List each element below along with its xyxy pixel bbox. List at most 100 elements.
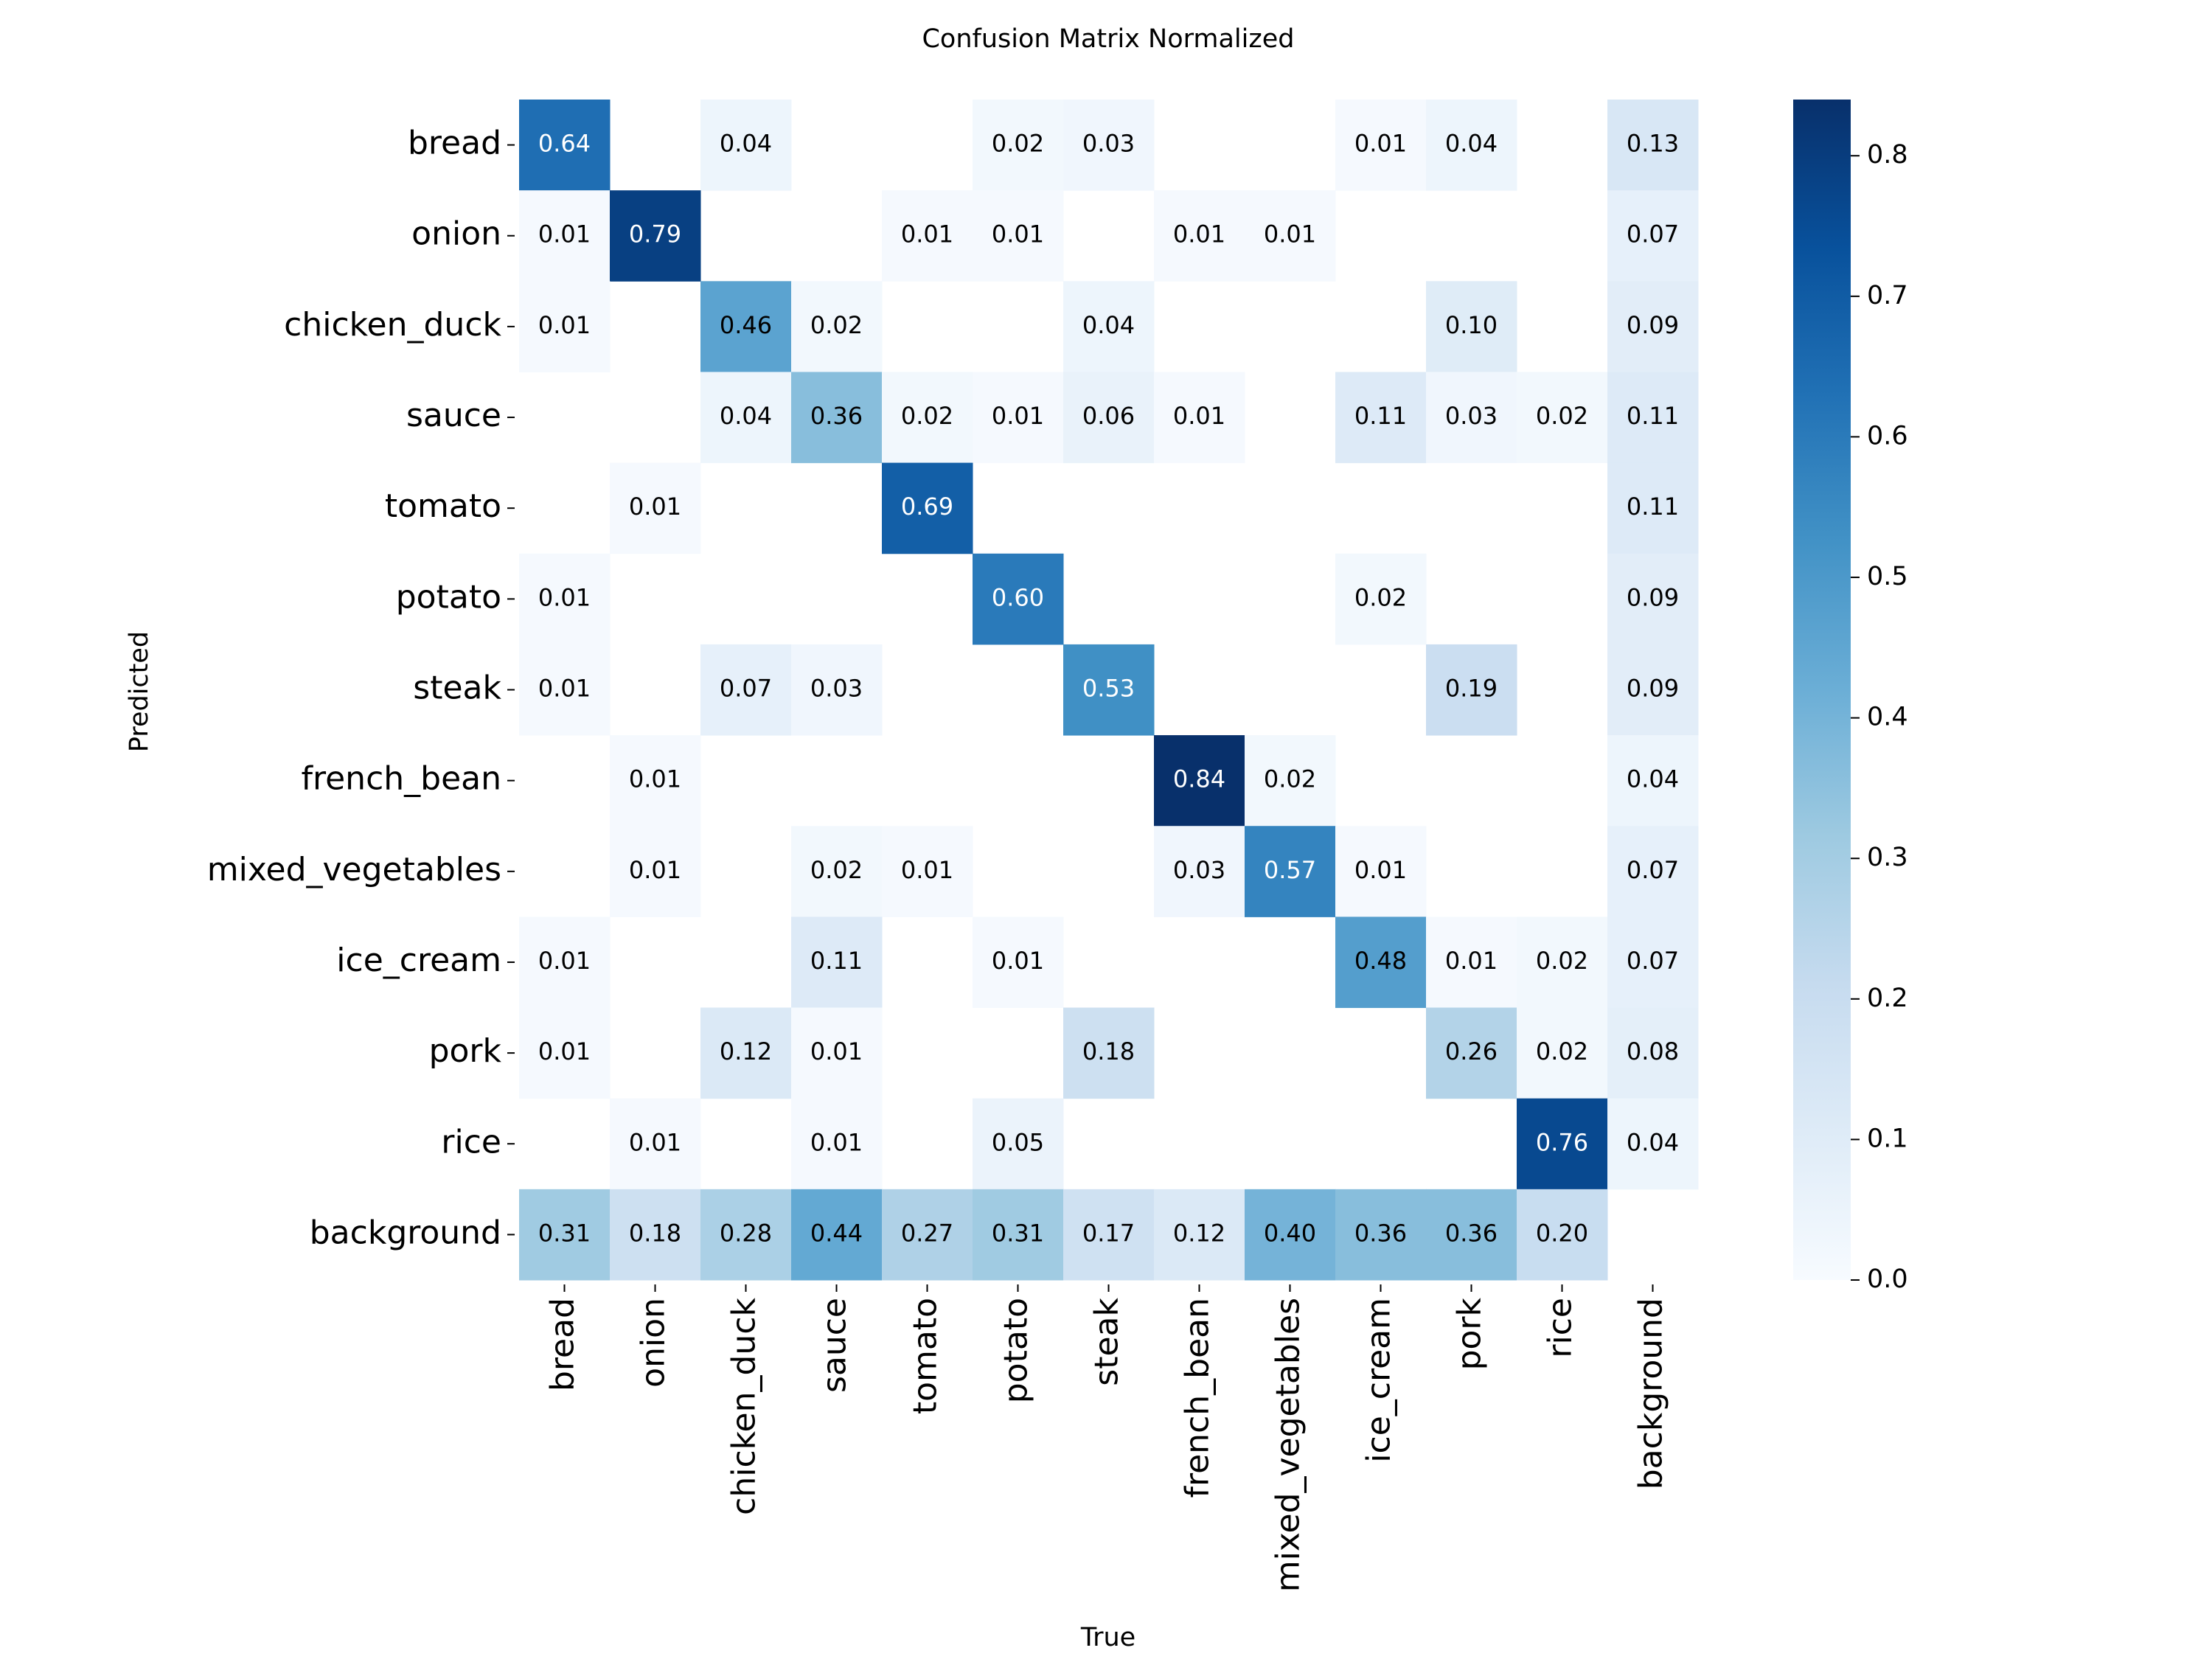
heatmap-cell (1154, 1189, 1245, 1281)
cell-label: 0.12 (1173, 1219, 1225, 1247)
x-tick-label: onion (635, 1298, 672, 1388)
cell-label: 0.27 (901, 1219, 953, 1247)
heatmap-cell (519, 644, 611, 736)
heatmap-cell (1517, 1007, 1608, 1099)
cell-label: 0.12 (720, 1037, 772, 1065)
heatmap-cell (791, 917, 883, 1009)
heatmap-cell (610, 1098, 701, 1190)
heatmap-cell (882, 462, 973, 554)
heatmap-cell (1154, 372, 1245, 464)
cell-label: 0.01 (629, 765, 681, 793)
x-tick-label: tomato (907, 1298, 945, 1414)
cell-label: 0.06 (1082, 402, 1135, 430)
cell-label: 0.07 (1627, 220, 1679, 248)
cell-label: 0.01 (1354, 856, 1407, 884)
heatmap-cell (1517, 917, 1608, 1009)
colorbar-tick-label: 0.5 (1867, 562, 1908, 591)
cell-label: 0.13 (1627, 130, 1679, 158)
heatmap-cell (1154, 826, 1245, 917)
cell-label: 0.05 (992, 1128, 1044, 1156)
heatmap-cell (791, 644, 883, 736)
cell-label: 0.01 (1264, 220, 1316, 248)
cell-label: 0.04 (1082, 311, 1135, 339)
y-tick-label: onion (411, 215, 501, 253)
heatmap-cell (700, 644, 792, 736)
y-tick-label: ice_cream (336, 942, 501, 979)
x-tick-label: sauce (816, 1298, 854, 1393)
cell-label: 0.04 (1445, 130, 1498, 158)
x-tick-label: mixed_vegetables (1270, 1298, 1307, 1592)
heatmap-cell (1607, 735, 1699, 827)
cell-label: 0.36 (1445, 1219, 1498, 1247)
cell-label: 0.01 (629, 493, 681, 521)
cell-label: 0.46 (720, 311, 772, 339)
heatmap-cell (1607, 281, 1699, 372)
colorbar-tick-label: 0.3 (1867, 843, 1908, 872)
heatmap-cell (882, 190, 973, 282)
heatmap-cell (1517, 1098, 1608, 1190)
heatmap-cell (1517, 372, 1608, 464)
cell-label: 0.03 (1082, 130, 1135, 158)
cell-label: 0.04 (1627, 765, 1679, 793)
cell-label: 0.02 (901, 402, 953, 430)
heatmap-cell (882, 826, 973, 917)
heatmap-cell (700, 281, 792, 372)
cell-label: 0.10 (1445, 311, 1498, 339)
heatmap-cell (1426, 644, 1517, 736)
x-tick-label: bread (544, 1298, 582, 1391)
x-tick-label: pork (1451, 1297, 1489, 1370)
heatmap-cell (610, 735, 701, 827)
cell-label: 0.64 (538, 130, 591, 158)
cell-label: 0.01 (1354, 130, 1407, 158)
heatmap-cell (973, 372, 1064, 464)
heatmap-cell (973, 100, 1064, 191)
cell-label: 0.09 (1627, 583, 1679, 611)
cell-label: 0.36 (1354, 1219, 1407, 1247)
heatmap-cell (1426, 281, 1517, 372)
heatmap-cell (1063, 281, 1155, 372)
heatmap-cell (1426, 1007, 1517, 1099)
heatmap-cell (1335, 1189, 1427, 1281)
cell-label: 0.01 (992, 402, 1044, 430)
cell-label: 0.04 (720, 402, 772, 430)
x-tick-label: rice (1542, 1298, 1579, 1358)
cell-label: 0.28 (720, 1219, 772, 1247)
cell-label: 0.02 (992, 130, 1044, 158)
cell-label: 0.03 (810, 675, 863, 703)
cell-label: 0.01 (538, 583, 591, 611)
cell-label: 0.31 (992, 1219, 1044, 1247)
cell-label: 0.01 (629, 856, 681, 884)
cell-label: 0.07 (1627, 856, 1679, 884)
y-axis-label: Predicted (125, 631, 154, 752)
x-tick-label: steak (1088, 1297, 1126, 1385)
heatmap-cell (1426, 372, 1517, 464)
cell-label: 0.02 (1264, 765, 1316, 793)
heatmap-cell (791, 1098, 883, 1190)
heatmap-cell (1154, 190, 1245, 282)
heatmap-cell (1335, 826, 1427, 917)
cell-label: 0.76 (1536, 1128, 1588, 1156)
colorbar-tick-label: 0.7 (1867, 281, 1908, 310)
heatmap-cell (1607, 1098, 1699, 1190)
heatmap-cell (1607, 826, 1699, 917)
heatmap-cell (791, 281, 883, 372)
heatmap-cell (1245, 826, 1336, 917)
heatmap-cell (791, 372, 883, 464)
x-tick-label: french_bean (1179, 1298, 1217, 1498)
cell-label: 0.11 (810, 947, 863, 975)
cell-label: 0.08 (1627, 1037, 1679, 1065)
cell-label: 0.19 (1445, 675, 1498, 703)
cell-label: 0.01 (629, 1128, 681, 1156)
cell-label: 0.18 (1082, 1037, 1135, 1065)
heatmap-cell (1607, 553, 1699, 645)
colorbar-tick-label: 0.2 (1867, 984, 1908, 1013)
heatmap-cell (1607, 1007, 1699, 1099)
cell-label: 0.36 (810, 402, 863, 430)
cell-label: 0.60 (992, 583, 1044, 611)
cell-label: 0.01 (901, 220, 953, 248)
cell-label: 0.01 (538, 311, 591, 339)
heatmap-cell (519, 1007, 611, 1099)
heatmap-cell (1426, 100, 1517, 191)
y-tick-label: background (310, 1214, 501, 1251)
heatmap-cell (1607, 917, 1699, 1009)
